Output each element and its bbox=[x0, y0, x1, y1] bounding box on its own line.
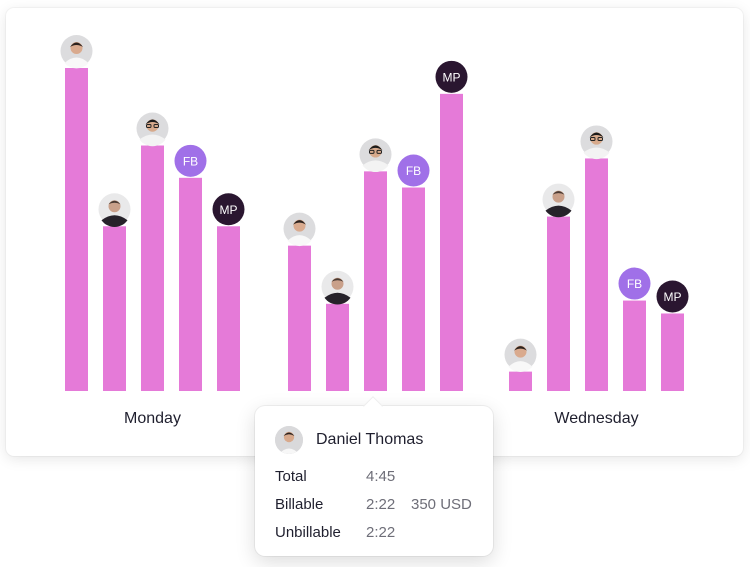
chart-bar[interactable] bbox=[326, 303, 349, 391]
tooltip-value: 2:22 bbox=[366, 496, 396, 513]
svg-text:FB: FB bbox=[406, 164, 421, 178]
chart-bar[interactable] bbox=[585, 158, 608, 391]
tooltip-avatar bbox=[275, 426, 303, 454]
person-photo-icon bbox=[275, 426, 303, 454]
svg-text:MP: MP bbox=[664, 290, 682, 304]
initials-avatar: MP bbox=[435, 60, 468, 93]
chart-bar[interactable] bbox=[179, 177, 202, 391]
person-photo-icon bbox=[504, 338, 537, 373]
chart-bar[interactable] bbox=[440, 93, 463, 391]
svg-text:MP: MP bbox=[443, 70, 461, 84]
tooltip-value: 2:22 bbox=[366, 524, 396, 541]
svg-text:FB: FB bbox=[183, 154, 198, 168]
tooltip-label: Total bbox=[275, 468, 307, 485]
person-photo-icon bbox=[98, 193, 131, 227]
tooltip-label: Unbillable bbox=[275, 524, 341, 541]
person-photo-icon bbox=[321, 270, 354, 305]
initials-avatar: FB bbox=[618, 267, 651, 300]
chart-bar[interactable] bbox=[103, 226, 126, 391]
chart-bar[interactable] bbox=[65, 68, 88, 391]
tooltip-name: Daniel Thomas bbox=[316, 431, 424, 448]
initials-avatar: FB bbox=[174, 144, 207, 177]
chart-bar[interactable] bbox=[288, 245, 311, 391]
chart-bar[interactable] bbox=[402, 187, 425, 391]
person-photo-icon bbox=[580, 125, 613, 160]
svg-text:FB: FB bbox=[627, 277, 642, 291]
tooltip: Daniel Thomas Total 4:45 Billable 2:22 3… bbox=[255, 396, 493, 556]
initials-avatar: FB bbox=[397, 154, 430, 187]
person-photo-icon bbox=[359, 138, 392, 173]
person-photo-icon bbox=[283, 212, 316, 247]
person-photo-icon bbox=[60, 35, 93, 69]
chart-bar[interactable] bbox=[509, 371, 532, 391]
person-photo-icon bbox=[542, 183, 575, 218]
person-photo-icon bbox=[136, 112, 169, 147]
initials-avatar: MP bbox=[212, 193, 245, 226]
chart-bar[interactable] bbox=[623, 300, 646, 391]
tooltip-label: Billable bbox=[275, 496, 324, 513]
category-label: Wednesday bbox=[554, 410, 638, 427]
chart-bar[interactable] bbox=[547, 216, 570, 391]
tooltip-value: 4:45 bbox=[366, 468, 396, 485]
chart-bar[interactable] bbox=[217, 226, 240, 391]
chart-bar[interactable] bbox=[141, 145, 164, 391]
svg-text:MP: MP bbox=[220, 203, 238, 217]
initials-avatar: MP bbox=[656, 280, 689, 313]
category-label: Monday bbox=[124, 410, 181, 427]
chart-bar[interactable] bbox=[364, 171, 387, 391]
tooltip-amount: 350 USD bbox=[411, 496, 472, 513]
chart-bar[interactable] bbox=[661, 313, 684, 391]
